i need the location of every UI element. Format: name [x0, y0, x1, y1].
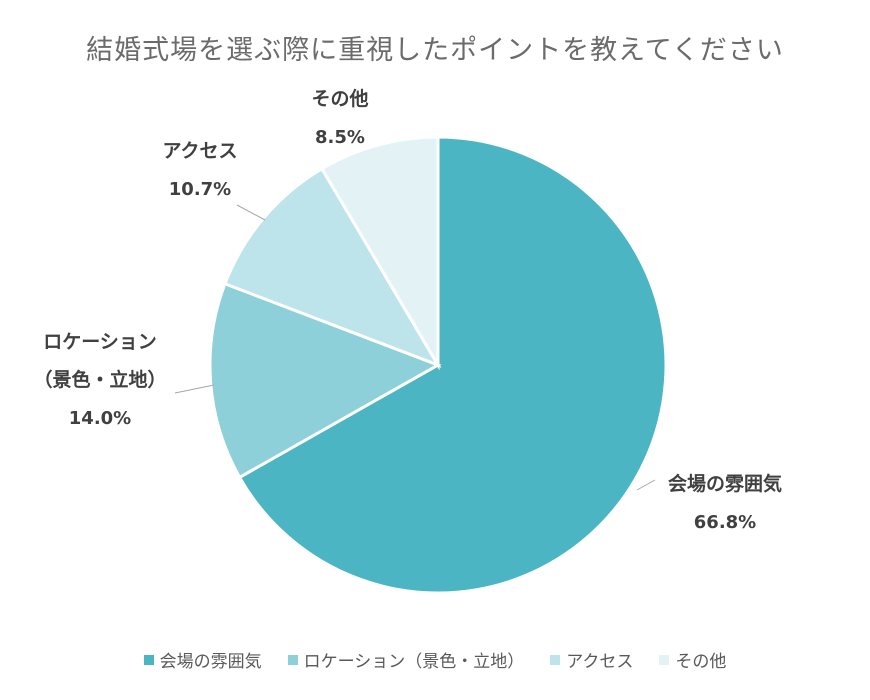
- pie-slice-location: [208, 281, 442, 480]
- leader-line-location: [174, 384, 215, 394]
- legend-label: アクセス: [566, 652, 634, 672]
- pie-slice-access: [223, 166, 442, 368]
- legend-label: 会場の雰囲気: [159, 652, 262, 672]
- legend-item-access: アクセス: [550, 647, 633, 672]
- leader-line-venue-atmosphere: [636, 479, 656, 491]
- legend-item-other: その他: [659, 647, 726, 672]
- slice-value-access: 10.7%: [169, 179, 231, 200]
- leader-line-access: [236, 204, 266, 221]
- legend: 会場の雰囲気 ロケーション（景色・立地） アクセス その他: [0, 647, 870, 672]
- pie-slice-venue-atmosphere: [237, 135, 668, 595]
- legend-label: ロケーション（景色・立地）: [303, 652, 525, 672]
- legend-swatch: [287, 654, 298, 665]
- legend-swatch: [550, 654, 561, 665]
- slice-label-location: ロケーション: [43, 331, 157, 353]
- chart-title: 結婚式場を選ぶ際に重視したポイントを教えてください: [86, 35, 784, 66]
- slice-label-access: アクセス: [162, 140, 237, 162]
- legend-label: その他: [675, 652, 727, 672]
- legend-swatch: [659, 654, 670, 665]
- slice-label-other: その他: [311, 87, 368, 110]
- slice-label-venue-atmosphere: 会場の雰囲気: [668, 472, 782, 495]
- slice-value-other: 8.5%: [315, 127, 365, 148]
- legend-item-venue-atmosphere: 会場の雰囲気: [143, 647, 262, 672]
- legend-swatch: [143, 654, 154, 665]
- slice-label-location-1: （景色・立地）: [33, 368, 166, 391]
- slice-value-location: 14.0%: [69, 408, 131, 429]
- legend-item-location: ロケーション（景色・立地）: [287, 647, 525, 672]
- slice-value-venue-atmosphere: 66.8%: [694, 512, 756, 533]
- pie-slice-other: [319, 135, 440, 371]
